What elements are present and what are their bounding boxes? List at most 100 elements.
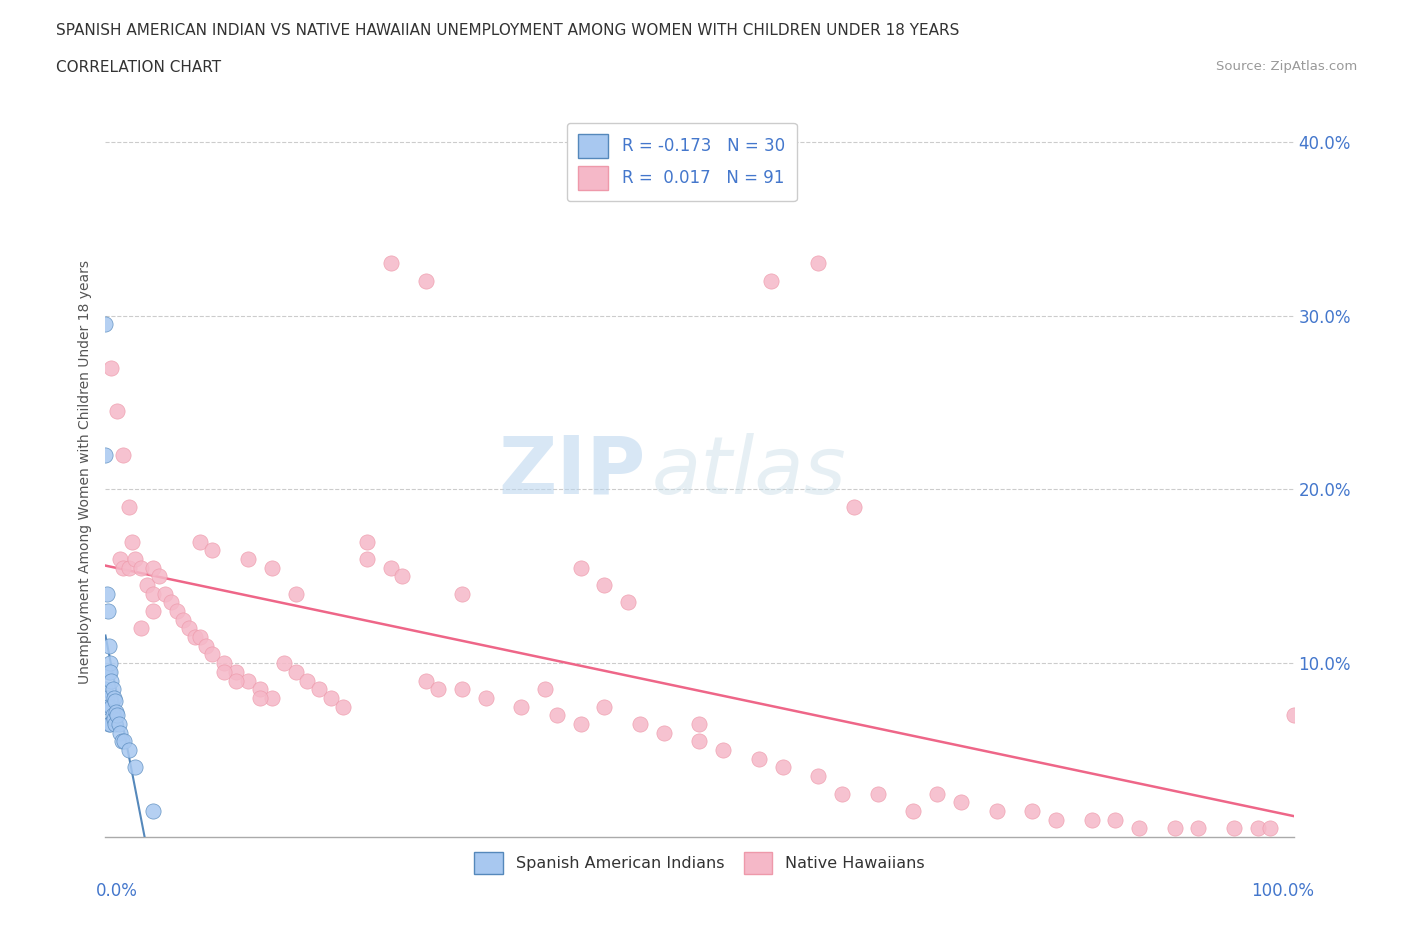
- Point: [249, 682, 271, 697]
- Point: [308, 682, 330, 697]
- Point: [201, 647, 224, 662]
- Point: [104, 717, 127, 732]
- Point: [748, 751, 770, 766]
- Point: [1045, 812, 1067, 827]
- Point: [842, 499, 865, 514]
- Point: [114, 734, 136, 749]
- Point: [546, 708, 568, 723]
- Point: [866, 786, 889, 801]
- Point: [260, 560, 283, 575]
- Point: [107, 717, 129, 732]
- Point: [1223, 821, 1246, 836]
- Point: [177, 621, 200, 636]
- Y-axis label: Unemployment Among Women with Children Under 18 years: Unemployment Among Women with Children U…: [77, 260, 91, 684]
- Point: [96, 690, 118, 705]
- Point: [628, 717, 651, 732]
- Point: [98, 717, 121, 732]
- Point: [415, 673, 437, 688]
- Point: [112, 560, 135, 575]
- Point: [111, 734, 134, 749]
- Text: 0.0%: 0.0%: [96, 882, 138, 899]
- Point: [569, 717, 592, 732]
- Point: [949, 795, 972, 810]
- Text: SPANISH AMERICAN INDIAN VS NATIVE HAWAIIAN UNEMPLOYMENT AMONG WOMEN WITH CHILDRE: SPANISH AMERICAN INDIAN VS NATIVE HAWAII…: [56, 23, 960, 38]
- Text: atlas: atlas: [652, 433, 846, 511]
- Point: [101, 682, 124, 697]
- Point: [427, 682, 450, 697]
- Point: [986, 804, 1008, 818]
- Point: [415, 273, 437, 288]
- Point: [534, 682, 557, 697]
- Point: [284, 586, 307, 601]
- Point: [136, 578, 159, 592]
- Point: [391, 569, 413, 584]
- Point: [450, 586, 472, 601]
- Point: [159, 595, 181, 610]
- Point: [118, 560, 141, 575]
- Point: [112, 447, 135, 462]
- Point: [124, 760, 146, 775]
- Point: [236, 551, 259, 566]
- Point: [94, 682, 117, 697]
- Point: [689, 734, 711, 749]
- Point: [1021, 804, 1043, 818]
- Point: [104, 694, 127, 709]
- Point: [474, 690, 496, 705]
- Point: [105, 708, 128, 723]
- Point: [101, 708, 124, 723]
- Point: [273, 656, 295, 671]
- Point: [142, 604, 165, 618]
- Point: [166, 604, 188, 618]
- Point: [332, 699, 354, 714]
- Point: [108, 551, 131, 566]
- Point: [153, 586, 176, 601]
- Point: [214, 664, 236, 679]
- Point: [98, 638, 121, 653]
- Point: [925, 786, 948, 801]
- Point: [807, 769, 830, 784]
- Point: [183, 630, 205, 644]
- Point: [236, 673, 259, 688]
- Point: [97, 604, 120, 618]
- Point: [201, 543, 224, 558]
- Text: CORRELATION CHART: CORRELATION CHART: [56, 60, 221, 75]
- Point: [103, 711, 125, 726]
- Point: [356, 534, 378, 549]
- Point: [711, 743, 734, 758]
- Point: [98, 656, 121, 671]
- Point: [652, 725, 675, 740]
- Point: [1104, 812, 1126, 827]
- Point: [569, 560, 592, 575]
- Point: [510, 699, 533, 714]
- Point: [129, 560, 152, 575]
- Point: [97, 699, 120, 714]
- Point: [356, 551, 378, 566]
- Point: [195, 638, 218, 653]
- Point: [129, 621, 152, 636]
- Point: [450, 682, 472, 697]
- Point: [96, 586, 118, 601]
- Text: ZIP: ZIP: [499, 433, 645, 511]
- Point: [94, 447, 117, 462]
- Legend: Spanish American Indians, Native Hawaiians: Spanish American Indians, Native Hawaiia…: [465, 842, 934, 883]
- Point: [124, 551, 146, 566]
- Point: [249, 690, 271, 705]
- Point: [759, 273, 782, 288]
- Point: [380, 256, 402, 271]
- Point: [225, 664, 247, 679]
- Point: [380, 560, 402, 575]
- Point: [1247, 821, 1270, 836]
- Point: [903, 804, 925, 818]
- Point: [260, 690, 283, 705]
- Text: 100.0%: 100.0%: [1251, 882, 1315, 899]
- Point: [100, 699, 122, 714]
- Point: [105, 704, 128, 719]
- Point: [1128, 821, 1150, 836]
- Point: [94, 317, 117, 332]
- Point: [118, 499, 141, 514]
- Point: [321, 690, 343, 705]
- Point: [772, 760, 794, 775]
- Point: [105, 404, 128, 418]
- Point: [1080, 812, 1102, 827]
- Point: [190, 534, 212, 549]
